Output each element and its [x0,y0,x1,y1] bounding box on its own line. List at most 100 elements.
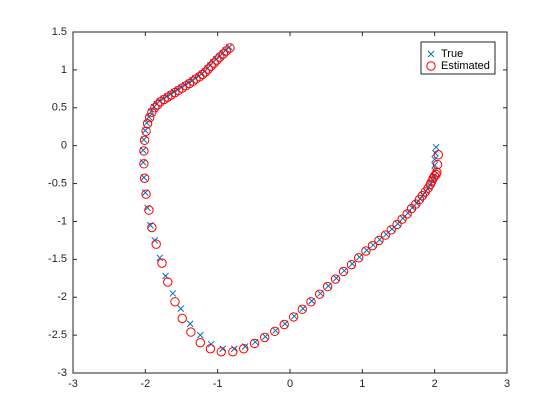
data-point-estimated [139,159,149,169]
legend-marker-estimated [426,61,436,71]
data-point-true [299,305,307,312]
data-point-true [340,267,348,275]
data-point-estimated [392,219,402,230]
legend-box [420,41,496,75]
data-point-estimated [297,304,307,315]
data-series [139,43,443,357]
data-point-estimated [147,222,157,233]
data-point-true [332,274,340,282]
data-point-estimated [397,214,407,224]
data-point-true [317,290,324,297]
data-point-estimated [270,326,280,337]
data-point-estimated [203,64,213,74]
data-point-true [140,174,148,181]
data-point-estimated [239,344,249,354]
data-point-true [348,260,356,268]
legend-label-estimated: Estimated [441,60,490,72]
data-point-estimated [338,266,349,277]
x-tick-label: 1 [359,378,365,390]
data-point-true [156,254,164,262]
y-tick-label: 0 [61,140,67,152]
y-tick-label: 0.5 [52,102,67,114]
data-point-estimated [150,103,160,113]
data-point-estimated [354,253,364,263]
x-tick-label: -1 [213,378,223,390]
data-point-true [431,162,439,169]
y-tick-label: -1 [57,215,67,227]
data-point-true [404,209,412,217]
data-point-estimated [330,274,341,284]
data-point-estimated [139,135,150,146]
data-point-estimated [306,297,316,307]
data-point-estimated [279,319,289,330]
data-point-estimated [209,58,219,68]
data-point-estimated [228,347,238,357]
x-tick-label: 0 [287,378,293,390]
data-point-true [139,146,147,154]
data-point-estimated [361,246,371,256]
y-tick-label: -3 [57,367,67,379]
data-point-estimated [170,297,180,307]
data-point-estimated [139,173,150,183]
y-tick-label: 1.5 [52,26,67,38]
data-point-true [262,333,269,340]
data-point-estimated [155,97,166,107]
data-point-estimated [216,347,226,357]
y-tick-label: -1.5 [48,253,67,265]
x-tick-label: 3 [504,378,510,390]
data-point-estimated [186,327,196,337]
data-point-true [169,290,177,297]
data-point-estimated [139,146,149,156]
legend: True Estimated [420,41,496,75]
data-point-true [394,220,402,228]
data-point-estimated [432,167,442,177]
data-point-estimated [374,235,384,246]
data-point-true [290,312,298,320]
data-point-true [399,215,407,222]
data-point-estimated [195,337,206,348]
data-point-estimated [322,281,333,292]
data-point-estimated [142,118,153,129]
data-point-estimated [144,112,155,123]
data-point-estimated [221,46,232,56]
legend-marker-true [427,50,435,58]
data-point-estimated [386,225,396,235]
data-point-estimated [144,205,154,215]
data-point-estimated [432,159,443,170]
data-point-estimated [346,259,357,270]
y-tick-label: -2.5 [48,329,67,341]
x-tick-label: 2 [432,378,438,390]
data-point-estimated [200,67,211,77]
data-point-estimated [259,332,270,343]
data-point-estimated [141,189,151,199]
data-point-true [140,136,148,143]
data-point-true [143,119,151,127]
data-point-estimated [197,69,208,80]
series-estimated [139,43,443,357]
data-point-true [432,149,439,157]
y-tick-label: -2 [57,291,67,303]
data-point-estimated [314,289,325,299]
data-point-estimated [249,338,260,349]
data-point-true [281,320,289,328]
data-point-estimated [212,55,222,65]
data-point-true [431,155,439,163]
data-point-true [141,127,149,134]
data-point-true [272,327,279,334]
x-tick-label: -2 [140,378,150,390]
data-point-true [196,331,204,339]
data-point-estimated [206,61,216,71]
data-point-true [432,143,440,151]
legend-x-marker [427,50,435,58]
data-point-estimated [380,230,391,240]
data-point-estimated [367,240,378,251]
plot-area [72,31,508,374]
data-point-estimated [157,258,167,268]
data-point-true [230,345,238,353]
data-point-estimated [151,239,161,249]
data-point-estimated [433,150,443,160]
data-point-estimated [177,313,187,324]
legend-label-true: True [441,48,463,60]
axis-ticks: -3 -2 -1 0 1 2 3 -3 -2.5 -2 -1.5 -1 -0.5 0 0.5 1 1.5 [48,26,510,390]
